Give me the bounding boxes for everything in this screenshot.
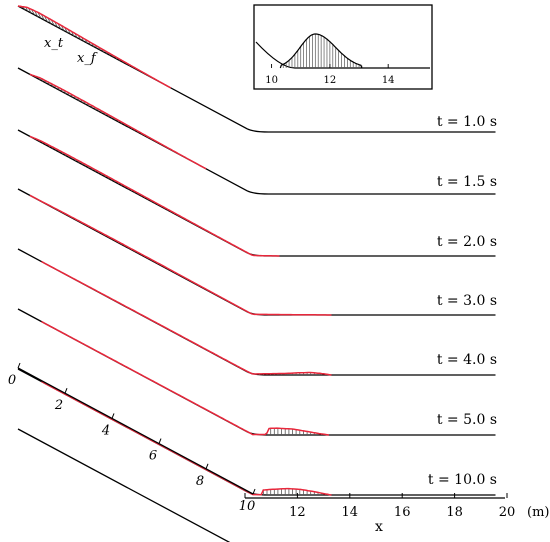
topography-line-5 (17, 308, 496, 436)
x-tick-label-14: 14 (342, 505, 359, 520)
slope-tick-2 (64, 388, 68, 394)
slope-tick-label-2: 2 (54, 398, 63, 413)
inset-frame (253, 4, 433, 90)
profile-t-10 (17, 428, 231, 542)
slope-axis-line (17, 367, 254, 495)
x-tick-label-12: 12 (289, 505, 306, 520)
time-label-7: t = 10.0 s (428, 472, 497, 488)
slope-tick-8 (205, 463, 209, 469)
time-label-6: t = 5.0 s (437, 412, 497, 428)
surface-curve-5 (41, 320, 330, 436)
topography-line-0 (17, 5, 496, 133)
slope-tick-label-4: 4 (101, 423, 110, 438)
profile-t-1.5 (17, 129, 496, 257)
slope-tick-4 (111, 413, 115, 419)
slope-tick-6 (158, 438, 162, 444)
slope-tick-0 (17, 362, 21, 369)
surface-curve-2 (29, 135, 280, 257)
profile-t-1 (17, 67, 496, 195)
topography-line-1 (17, 67, 496, 195)
topography-line-3 (17, 188, 496, 316)
annotation-xf: x_f (77, 51, 98, 66)
inset-tick-label-14: 14 (382, 75, 395, 86)
profile-t-2 (17, 188, 496, 316)
profile-t-5 (17, 368, 496, 496)
time-labels: t = 1.0 s t = 1.5 s t = 2.0 s t = 3.0 s … (428, 114, 497, 488)
surface-curve-6 (41, 380, 332, 496)
slope-tick-10 (252, 488, 256, 495)
x-axis-label: x (375, 519, 383, 535)
x-tick-label-20: 20 (499, 505, 516, 520)
slope-tick-label-6: 6 (149, 449, 157, 464)
topography-line-7 (17, 428, 231, 542)
slope-tick-label-10: 10 (239, 499, 256, 514)
inset-tick-label-12: 12 (324, 75, 337, 86)
time-label-1: t = 1.0 s (437, 114, 497, 130)
profile-t-0 (17, 5, 496, 133)
annotation-xt: x_t (44, 36, 64, 51)
topography-line-6 (17, 368, 496, 496)
surface-curve-3 (29, 194, 332, 316)
inset-panel: 10 12 14 (253, 4, 433, 90)
inset-tick-label-10: 10 (265, 75, 278, 86)
slope-tick-label-0: 0 (8, 373, 16, 388)
x-unit-label: (m) (527, 505, 549, 520)
time-label-4: t = 3.0 s (437, 293, 497, 309)
time-label-3: t = 2.0 s (437, 234, 497, 250)
x-tick-label-18: 18 (446, 505, 463, 520)
time-label-5: t = 4.0 s (437, 352, 497, 368)
profiles-layer (17, 5, 496, 542)
topography-line-4 (17, 248, 496, 376)
inset-pile-curve (279, 33, 363, 69)
surface-curve-0 (17, 5, 172, 89)
time-label-2: t = 1.5 s (437, 174, 497, 190)
x-tick-label-16: 16 (394, 505, 411, 520)
surface-curve-1 (29, 73, 207, 170)
axes: 0 2 4 6 8 10 12 14 16 18 20 (m) (8, 362, 549, 520)
profile-t-4 (17, 308, 496, 436)
profile-t-3 (17, 248, 496, 376)
surface-curve-4 (41, 260, 332, 376)
slope-tick-label-8: 8 (196, 474, 204, 489)
